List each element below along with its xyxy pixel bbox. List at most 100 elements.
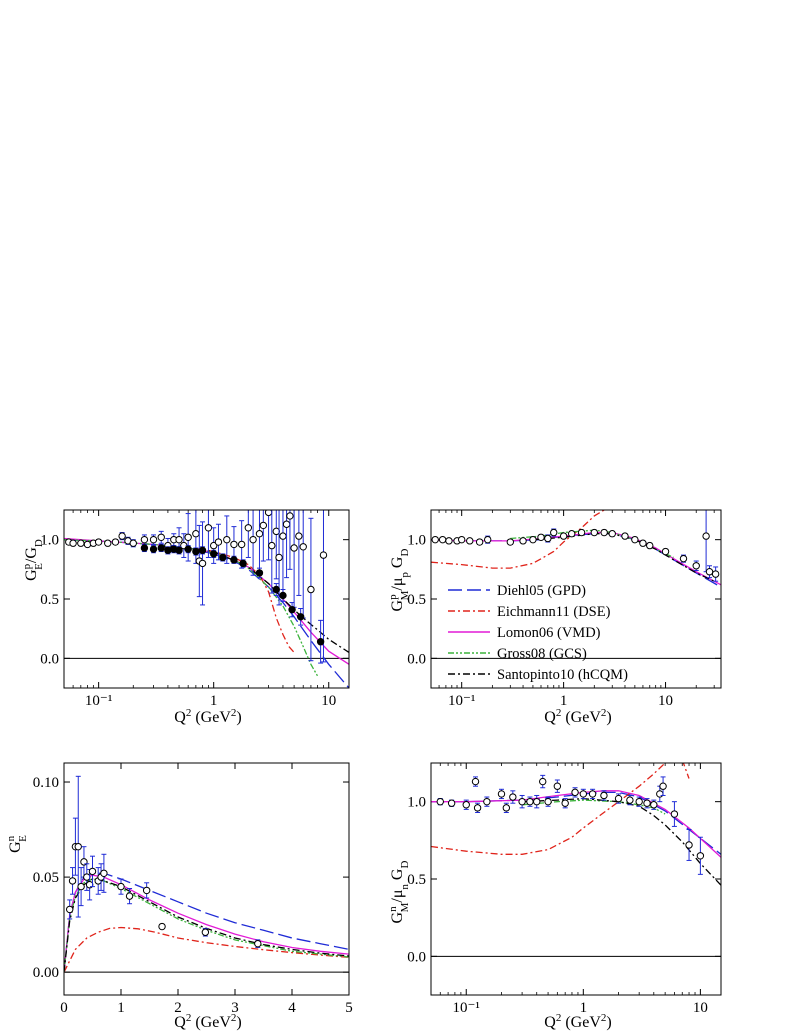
legend-label-gross: Gross08 (GCS) <box>497 646 587 662</box>
gmn-data-point-open <box>670 810 679 818</box>
gmp-curve-santopinto <box>532 533 715 582</box>
gen-xtick-label-0: 0 <box>60 1000 68 1016</box>
gmp-data-point-open <box>711 570 720 578</box>
gmp-data-point-open <box>544 534 552 543</box>
gmn-data-point-open <box>626 796 634 804</box>
legend-label-eichmann: Eichmann11 (DSE) <box>497 604 611 620</box>
gmp-data-point-open <box>475 538 484 546</box>
gmp-data-point-open <box>529 535 537 544</box>
gep-data-point-open <box>286 512 294 520</box>
gmp-data-point-open <box>484 535 492 544</box>
gmn-data-point-open <box>497 790 506 798</box>
gmn-plot-area <box>431 763 721 886</box>
gen-xtick-label-4: 4 <box>288 1000 296 1016</box>
gep-xtick-label-1: 1 <box>210 693 218 709</box>
gep-ytick-label-1: 0.5 <box>40 592 59 608</box>
gmp-ytick-label-0: 0.0 <box>407 651 426 667</box>
gmp-data-point-open <box>661 547 670 556</box>
gmp-data-point-open <box>702 532 710 540</box>
gmp-ytick-label-2: 1.0 <box>407 533 426 549</box>
gep-data-point-open <box>129 539 137 547</box>
gmp-curve-lomon <box>431 531 721 586</box>
gep-data-point-open <box>295 532 303 540</box>
gep-data-point-open <box>184 533 192 541</box>
legend-label-lomon: Lomon06 (VMD) <box>497 625 601 641</box>
gep-data-point-open <box>198 559 207 568</box>
gep-data-point-open <box>299 543 307 551</box>
gmn-data-point-open <box>462 801 470 809</box>
gmn-data-point-open <box>659 782 667 790</box>
gen-data-point-open <box>201 928 210 936</box>
gmp-data-point-open <box>519 537 527 545</box>
gen-data-point-open <box>83 873 91 881</box>
gen-plot-area <box>64 775 349 973</box>
panel-gep-chart: GpE/GD Q2 (GeV2) 10⁻¹ 1 100.00.51.0 <box>21 509 350 726</box>
gmn-curve-eichmann <box>431 763 690 855</box>
gep-data-point-open <box>140 535 149 544</box>
gep-curve-diehl <box>64 539 349 688</box>
gep-data-point-open <box>275 553 283 562</box>
gen-data-point-open <box>100 869 108 877</box>
gep-data-point-open <box>230 540 238 549</box>
gmn-data-point-open <box>473 804 482 812</box>
gep-data-point-open <box>268 541 276 550</box>
gen-data-point-open <box>254 939 262 948</box>
gmn-curve-santopinto <box>522 797 721 886</box>
gep-data-point-filled <box>296 613 305 621</box>
gep-data-point-filled <box>272 585 280 594</box>
gep-data-point-filled <box>184 545 192 553</box>
gep-data-point-open <box>223 535 231 544</box>
gep-xtick-label-2: 10 <box>321 693 336 709</box>
gep-xlabel: Q2 (GeV2) <box>174 707 241 726</box>
gmp-data-point-open <box>438 535 447 544</box>
gen-xlabel: Q2 (GeV2) <box>174 1012 241 1031</box>
gmn-data-point-open <box>526 797 534 806</box>
gmp-data-point-open <box>692 562 700 570</box>
gep-curve-eichmann <box>179 546 295 653</box>
gmn-data-point-open <box>447 799 456 807</box>
gmn-ytick-label-2: 1.0 <box>407 795 426 811</box>
gmn-curve-lomon <box>431 790 721 858</box>
gmp-frame <box>430 509 722 689</box>
gep-data-point-filled <box>140 544 149 552</box>
gep-data-point-open <box>104 539 112 547</box>
gep-data-point-open <box>77 539 85 547</box>
gmp-data-point-open <box>639 539 647 547</box>
gep-data-point-filled <box>149 545 158 553</box>
gmn-xtick-label-0: 10⁻¹ <box>453 1000 480 1016</box>
gmp-data-point-open <box>457 535 466 544</box>
gen-curve-santopinto <box>64 878 349 973</box>
gmn-xlabel: Q2 (GeV2) <box>544 1012 611 1031</box>
gen-data-point-open <box>117 882 125 891</box>
gep-data-point-open <box>83 540 92 549</box>
gmn-data-point-open <box>588 790 597 798</box>
gep-data-point-open <box>319 551 328 559</box>
gmn-data-point-open <box>509 793 517 801</box>
gmn-data-point-open <box>650 801 658 809</box>
gep-data-point-filled <box>198 546 207 555</box>
gmn-data-point-open <box>656 790 664 798</box>
gmp-data-point-open <box>679 554 688 563</box>
gmp-data-point-open <box>621 532 629 540</box>
gep-data-point-open <box>69 539 77 547</box>
gen-ytick-label-0: 0.00 <box>33 965 59 981</box>
gep-data-point-open <box>237 540 246 549</box>
gmn-data-point-open <box>483 797 491 806</box>
gmp-data-point-open <box>631 535 639 544</box>
gmp-ytick-label-1: 0.5 <box>407 592 426 608</box>
gmp-data-point-open <box>577 528 586 537</box>
gep-xtick-label-0: 10⁻¹ <box>85 693 112 709</box>
gmn-data-point-open <box>696 852 705 860</box>
gep-ytick-label-0: 0.0 <box>40 651 59 667</box>
gmp-data-point-open <box>705 568 714 576</box>
gmn-data-point-open <box>436 797 444 806</box>
gen-data-point-open <box>66 905 74 914</box>
gen-curve-diehl <box>64 872 349 973</box>
gmn-ytick-label-0: 0.0 <box>407 949 426 965</box>
gmp-data-point-open <box>431 535 439 544</box>
gen-data-point-open <box>77 882 85 891</box>
gmp-curve-eichmann <box>431 510 605 569</box>
gmp-xtick-label-2: 10 <box>658 693 673 709</box>
gep-data-point-open <box>255 530 264 538</box>
